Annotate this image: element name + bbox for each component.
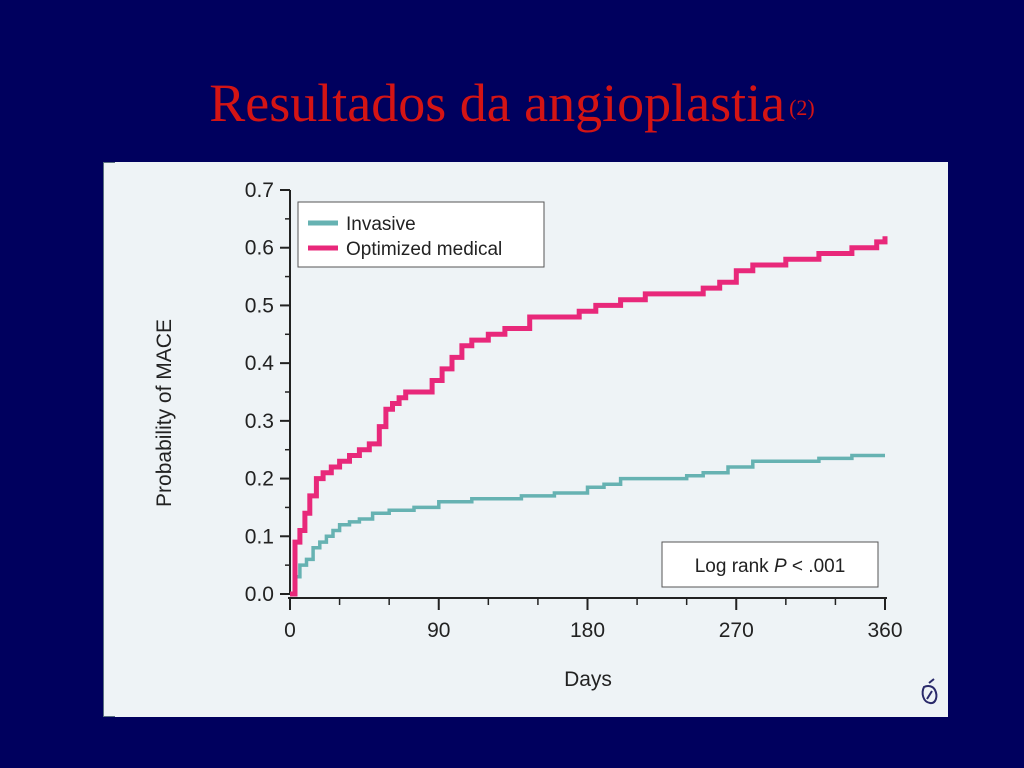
x-tick-label: 180	[570, 619, 605, 642]
legend-label-invasive: Invasive	[346, 214, 416, 235]
slide-title-text: Resultados da angioplastia	[209, 73, 786, 133]
slide-title: Resultados da angioplastia (2)	[0, 66, 1024, 145]
series-layer	[290, 236, 888, 597]
y-tick-label: 0.1	[245, 525, 274, 548]
x-tick-label: 270	[719, 619, 754, 642]
y-tick-label: 0.5	[245, 294, 274, 317]
journal-logo-icon	[921, 678, 938, 705]
annotation-box: Log rank P < .001	[661, 541, 879, 588]
annotation-p: P	[774, 556, 787, 577]
annotation-prefix: Log rank	[695, 556, 774, 577]
x-tick-label: 0	[284, 619, 296, 642]
x-axis: 0 90 180 270 360	[284, 597, 903, 642]
y-tick-label: 0.2	[245, 468, 274, 491]
x-axis-label: Days	[564, 668, 612, 691]
km-chart: 0.0 0.1 0.2 0.3 0.4 0.5 0.6 0.7 0 90 180 270 360 Pr…	[103, 162, 948, 717]
figure-panel: 0.0 0.1 0.2 0.3 0.4 0.5 0.6 0.7 0 90 180 270 360 Pr…	[103, 162, 948, 717]
annotation-suffix: < .001	[787, 556, 846, 577]
y-axis: 0.0 0.1 0.2 0.3 0.4 0.5 0.6 0.7	[245, 179, 291, 606]
y-tick-label: 0.0	[245, 583, 274, 606]
x-tick-label: 360	[867, 619, 902, 642]
y-axis-label: Probability of MACE	[153, 319, 176, 507]
y-tick-label: 0.6	[245, 237, 274, 260]
series-line-invasive	[290, 453, 885, 596]
x-tick-label: 90	[427, 619, 450, 642]
legend-label-optimized-medical: Optimized medical	[346, 239, 502, 260]
series-line-optimized-medical	[290, 236, 888, 597]
annotation-text: Log rank P < .001	[695, 556, 846, 577]
legend: Invasive Optimized medical	[297, 201, 545, 268]
y-tick-label: 0.3	[245, 410, 274, 433]
y-tick-label: 0.7	[245, 179, 274, 202]
slide-title-suffix: (2)	[789, 95, 815, 120]
y-tick-label: 0.4	[245, 352, 275, 375]
